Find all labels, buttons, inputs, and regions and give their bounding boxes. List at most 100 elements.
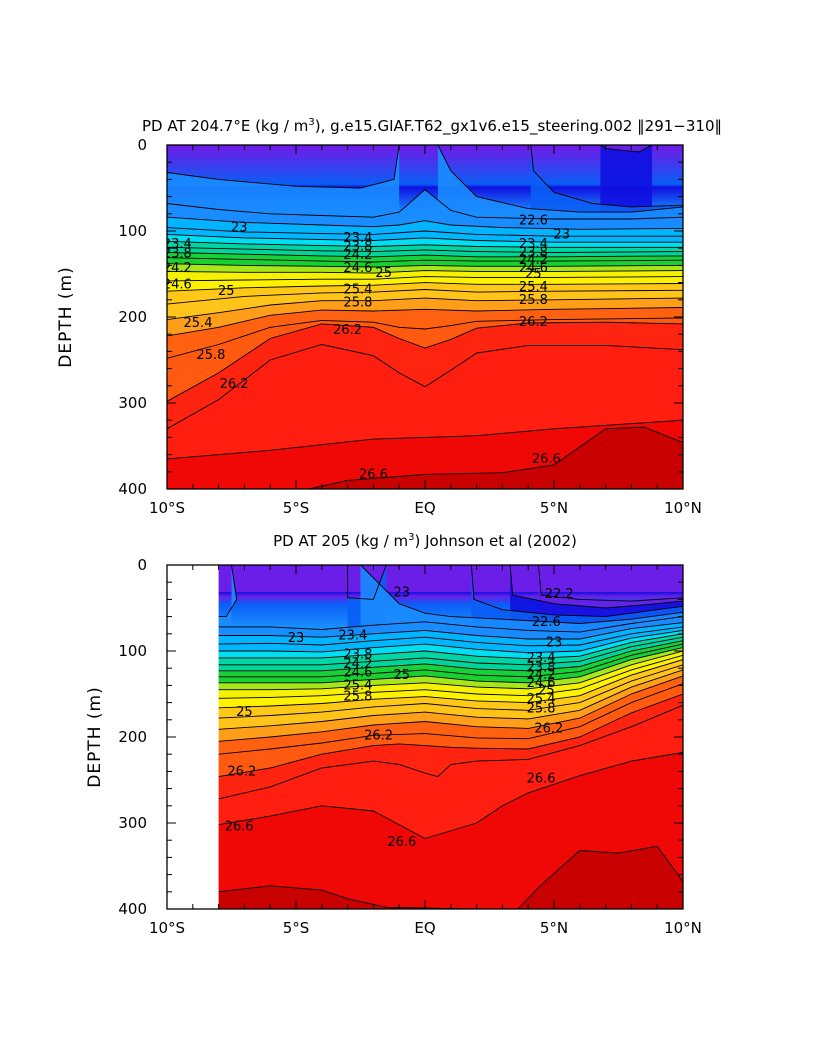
panel-title: PD AT 204.7°E (kg / m3), g.e15.GIAF.T62_… <box>142 117 722 136</box>
contour-line <box>167 276 683 282</box>
contour-label: 25.4 <box>343 283 372 298</box>
x-tick-label: 10°S <box>149 499 185 517</box>
y-tick-label: 0 <box>137 136 147 154</box>
contour-label: 24.6 <box>343 261 372 276</box>
x-tick-label: 10°N <box>664 499 702 517</box>
contour-line <box>218 693 683 778</box>
axis-ticks: 10°S 5°S EQ 5°N 10°N 0 100 200 300 400 <box>118 556 702 937</box>
contour-line <box>167 321 683 402</box>
contour-label: 22.2 <box>545 587 574 602</box>
contour-label: 24.2 <box>519 253 548 268</box>
panel-title: PD AT 205 (kg / m3) Johnson et al (2002) <box>273 532 577 550</box>
title-suffix: ) Johnson et al (2002) <box>415 532 577 550</box>
contour-line <box>167 419 683 460</box>
y-tick-label: 100 <box>118 222 147 240</box>
y-tick-label: 100 <box>118 642 147 660</box>
contour-line <box>167 233 683 243</box>
contour-line <box>167 289 683 305</box>
x-tick-label: EQ <box>414 499 435 517</box>
y-axis-label: DEPTH (m) <box>85 686 105 787</box>
contour-label: 25 <box>525 267 542 282</box>
contour-label: 23.4 <box>163 237 192 252</box>
contour-line <box>167 307 683 337</box>
density-band <box>517 846 683 909</box>
contour-label: 23.4 <box>338 629 367 644</box>
contour-label: 25.8 <box>527 702 556 717</box>
contour-line <box>218 650 683 691</box>
contour-line <box>167 216 683 230</box>
contour-line <box>308 426 683 489</box>
contour-label: 23.8 <box>163 246 192 261</box>
x-tick-label: 5°N <box>540 919 568 937</box>
contour-line <box>167 297 683 321</box>
contour-label: 22.6 <box>519 214 548 229</box>
contour-line <box>600 145 653 153</box>
contour-label: 25.4 <box>519 280 548 295</box>
contour-line <box>218 669 683 730</box>
contour-line <box>218 675 683 742</box>
contour-label: 26.2 <box>220 377 249 392</box>
contour-line <box>167 189 683 220</box>
title-suffix: ), g.e15.GIAF.T62_gx1v6.e15_steering.002… <box>315 117 722 136</box>
plot-area: 22.62323.423.824.224.62525.425.826.226.6… <box>163 145 683 489</box>
contour-label: 23 <box>231 221 248 236</box>
contour-line <box>218 643 683 678</box>
density-band <box>218 885 477 909</box>
title-superscript: 3 <box>408 532 414 543</box>
contour-label: 25.4 <box>343 678 372 693</box>
density-band <box>308 427 683 489</box>
observed-density-panel: PD AT 205 (kg / m3) Johnson et al (2002)… <box>85 532 702 937</box>
contour-line <box>218 659 683 709</box>
plot-area: 22.222.62323.423.824.224.62525.425.826.2… <box>167 565 683 909</box>
contour-label: 26.6 <box>532 452 561 467</box>
contour-line <box>218 664 683 719</box>
contour-line <box>167 246 683 253</box>
y-axis-label: DEPTH (m) <box>56 266 76 367</box>
contour-label: 23.4 <box>343 231 372 246</box>
contour-line <box>218 616 683 633</box>
contour-label: 26.6 <box>359 467 388 482</box>
contour-label: 25.4 <box>527 692 556 707</box>
title-prefix: PD AT 204.7°E (kg / m <box>142 117 308 135</box>
y-tick-label: 400 <box>118 900 147 918</box>
contour-label: 23 <box>288 631 305 646</box>
x-tick-label: 5°S <box>283 499 310 517</box>
contour-label: 23 <box>546 635 563 650</box>
contour-label: 26.6 <box>527 771 556 786</box>
contour-label: 25 <box>394 668 411 683</box>
contour-label: 26.2 <box>534 721 563 736</box>
contour-labels: 22.62323.423.824.224.62525.425.826.226.6… <box>163 214 570 483</box>
contour-line <box>167 227 683 237</box>
contour-label: 24.2 <box>163 261 192 276</box>
contour-line <box>218 629 683 654</box>
x-tick-label: 10°S <box>149 919 185 937</box>
contour-label: 26.2 <box>364 728 393 743</box>
contour-line <box>470 565 683 618</box>
contour-lines <box>167 145 683 489</box>
contour-line <box>218 626 683 647</box>
contour-line <box>218 622 683 640</box>
contour-line <box>167 145 400 189</box>
contour-line <box>509 565 683 609</box>
contour-line <box>167 344 683 430</box>
y-tick-label: 400 <box>118 480 147 498</box>
contour-label: 26.6 <box>387 835 416 850</box>
contour-label: 25.8 <box>196 348 225 363</box>
contour-label: 25 <box>236 705 253 720</box>
y-tick-label: 300 <box>118 394 147 412</box>
contour-label: 26.2 <box>333 323 362 338</box>
contour-line <box>167 263 683 268</box>
contour-line <box>360 565 683 624</box>
contour-label: 23.8 <box>519 246 548 261</box>
contour-label: 24.6 <box>343 666 372 681</box>
contour-line <box>167 270 683 274</box>
contour-line <box>347 565 387 600</box>
contour-line <box>167 252 683 258</box>
contour-label: 26.6 <box>225 819 254 834</box>
x-tick-label: 5°S <box>283 919 310 937</box>
axis-ticks: 10°S 5°S EQ 5°N 10°N 0 100 200 300 400 <box>118 136 702 517</box>
contour-line <box>218 636 683 666</box>
contour-line <box>218 647 683 684</box>
contour-line <box>218 704 683 800</box>
